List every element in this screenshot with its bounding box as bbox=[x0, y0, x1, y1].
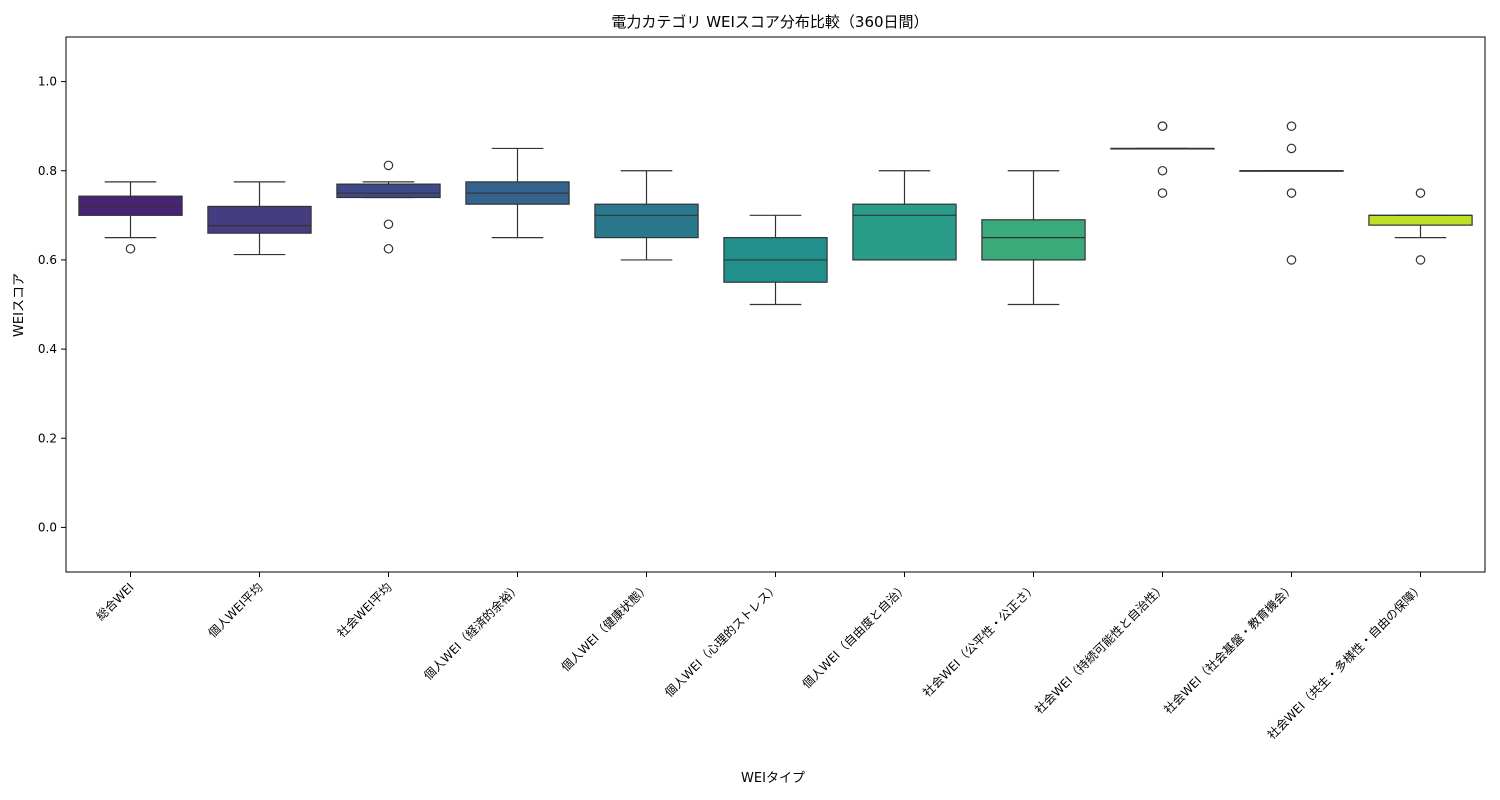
outlier-point bbox=[383, 243, 394, 254]
x-tick-label: 個人WEI（経済的余裕） bbox=[420, 580, 523, 683]
x-tick-label: 社会WEI（社会基盤・教育機会） bbox=[1160, 580, 1297, 717]
x-tick-label: 社会WEI平均 bbox=[334, 580, 395, 641]
box bbox=[336, 183, 441, 199]
box bbox=[78, 195, 183, 216]
box bbox=[852, 203, 957, 261]
outlier-point bbox=[1415, 188, 1426, 198]
x-tick-label: 個人WEI平均 bbox=[206, 580, 266, 640]
y-tick-label: 0.6 bbox=[38, 253, 57, 267]
x-tick-label: 個人WEI（健康状態） bbox=[558, 580, 653, 675]
x-axis-label: WEIタイプ bbox=[741, 771, 805, 786]
y-tick-label: 0.2 bbox=[38, 431, 57, 445]
y-tick-label: 0.0 bbox=[38, 520, 57, 534]
y-tick-label: 1.0 bbox=[38, 75, 57, 89]
chart-title: 電力カテゴリ WEIスコア分布比較（360日間） bbox=[611, 13, 928, 31]
outlier-point bbox=[1286, 143, 1297, 154]
y-tick-label: 0.4 bbox=[38, 342, 57, 356]
outlier-point bbox=[1286, 255, 1297, 265]
x-tick-label: 総合WEI bbox=[93, 580, 137, 624]
outlier-point bbox=[383, 219, 394, 230]
outlier-point bbox=[383, 160, 394, 171]
outlier-point bbox=[125, 243, 136, 254]
y-axis-label: WEIスコア bbox=[12, 273, 27, 337]
box bbox=[981, 219, 1086, 261]
box bbox=[207, 205, 312, 234]
outlier-point bbox=[1286, 121, 1297, 131]
outlier-point bbox=[1157, 121, 1168, 131]
x-tick-label: 個人WEI（心理的ストレス） bbox=[661, 580, 781, 700]
outlier-point bbox=[1415, 255, 1426, 265]
x-tick-label: 社会WEI（共生・多様性・自由の保障） bbox=[1264, 580, 1427, 743]
box bbox=[1368, 214, 1473, 226]
outlier-point bbox=[1157, 188, 1168, 198]
outlier-point bbox=[1286, 188, 1297, 198]
x-tick-label: 個人WEI（自由度と自治） bbox=[799, 580, 911, 692]
y-tick-label: 0.8 bbox=[38, 164, 57, 178]
outlier-point bbox=[1157, 165, 1168, 176]
x-tick-label: 社会WEI（持続可能性と自治性） bbox=[1031, 580, 1168, 717]
box bbox=[594, 203, 699, 239]
x-tick-label: 社会WEI（公平性・公正さ） bbox=[919, 580, 1039, 700]
